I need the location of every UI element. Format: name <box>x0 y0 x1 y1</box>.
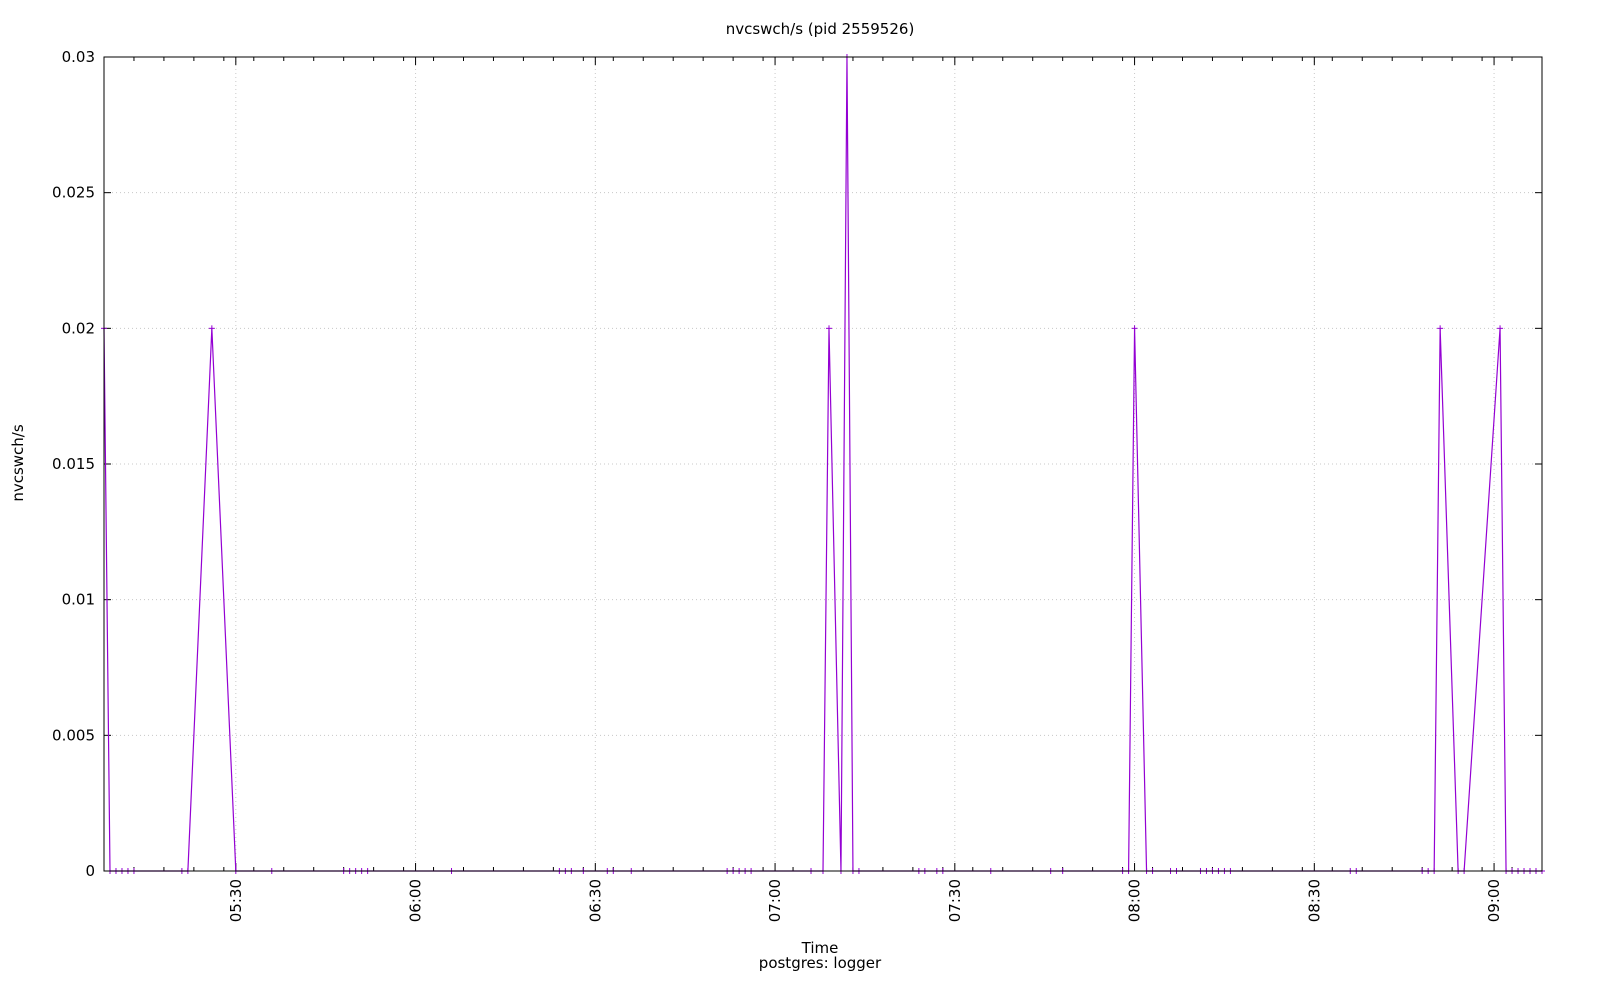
y-tick-label: 0.005 <box>52 726 95 744</box>
y-tick-label: 0.01 <box>62 591 95 609</box>
series-line <box>103 56 1542 872</box>
x-axis-label: Time <box>801 939 839 957</box>
y-tick-label: 0.02 <box>62 319 95 337</box>
axis-ticks: 0 0.005 0.01 0.015 0.02 0.025 0.03 05:30 06:00 06… <box>52 48 1543 922</box>
y-tick-label: 0.015 <box>52 455 95 473</box>
plot-frame <box>103 56 1543 872</box>
x-tick-label: 07:00 <box>766 879 784 922</box>
x-tick-label: 08:30 <box>1305 879 1323 922</box>
data-point <box>1497 325 1504 332</box>
data-point <box>208 325 215 332</box>
y-tick-label: 0 <box>85 862 95 880</box>
y-tick-label: 0.03 <box>62 48 95 66</box>
x-tick-label: 06:00 <box>407 879 425 922</box>
y-tick-label: 0.025 <box>52 184 95 202</box>
data-point <box>1437 325 1444 332</box>
data-point <box>1131 325 1138 332</box>
data-point <box>825 325 832 332</box>
grid <box>104 57 1542 871</box>
y-axis-label: nvcswch/s <box>9 424 27 502</box>
x-tick-label: 05:30 <box>227 879 245 922</box>
x-tick-label: 08:00 <box>1126 879 1144 922</box>
chart-subtitle: postgres: logger <box>759 954 882 972</box>
x-tick-label: 06:30 <box>586 879 604 922</box>
chart-title: nvcswch/s (pid 2559526) <box>726 20 915 38</box>
x-tick-label: 07:30 <box>946 879 964 922</box>
x-tick-label: 09:00 <box>1485 879 1503 922</box>
